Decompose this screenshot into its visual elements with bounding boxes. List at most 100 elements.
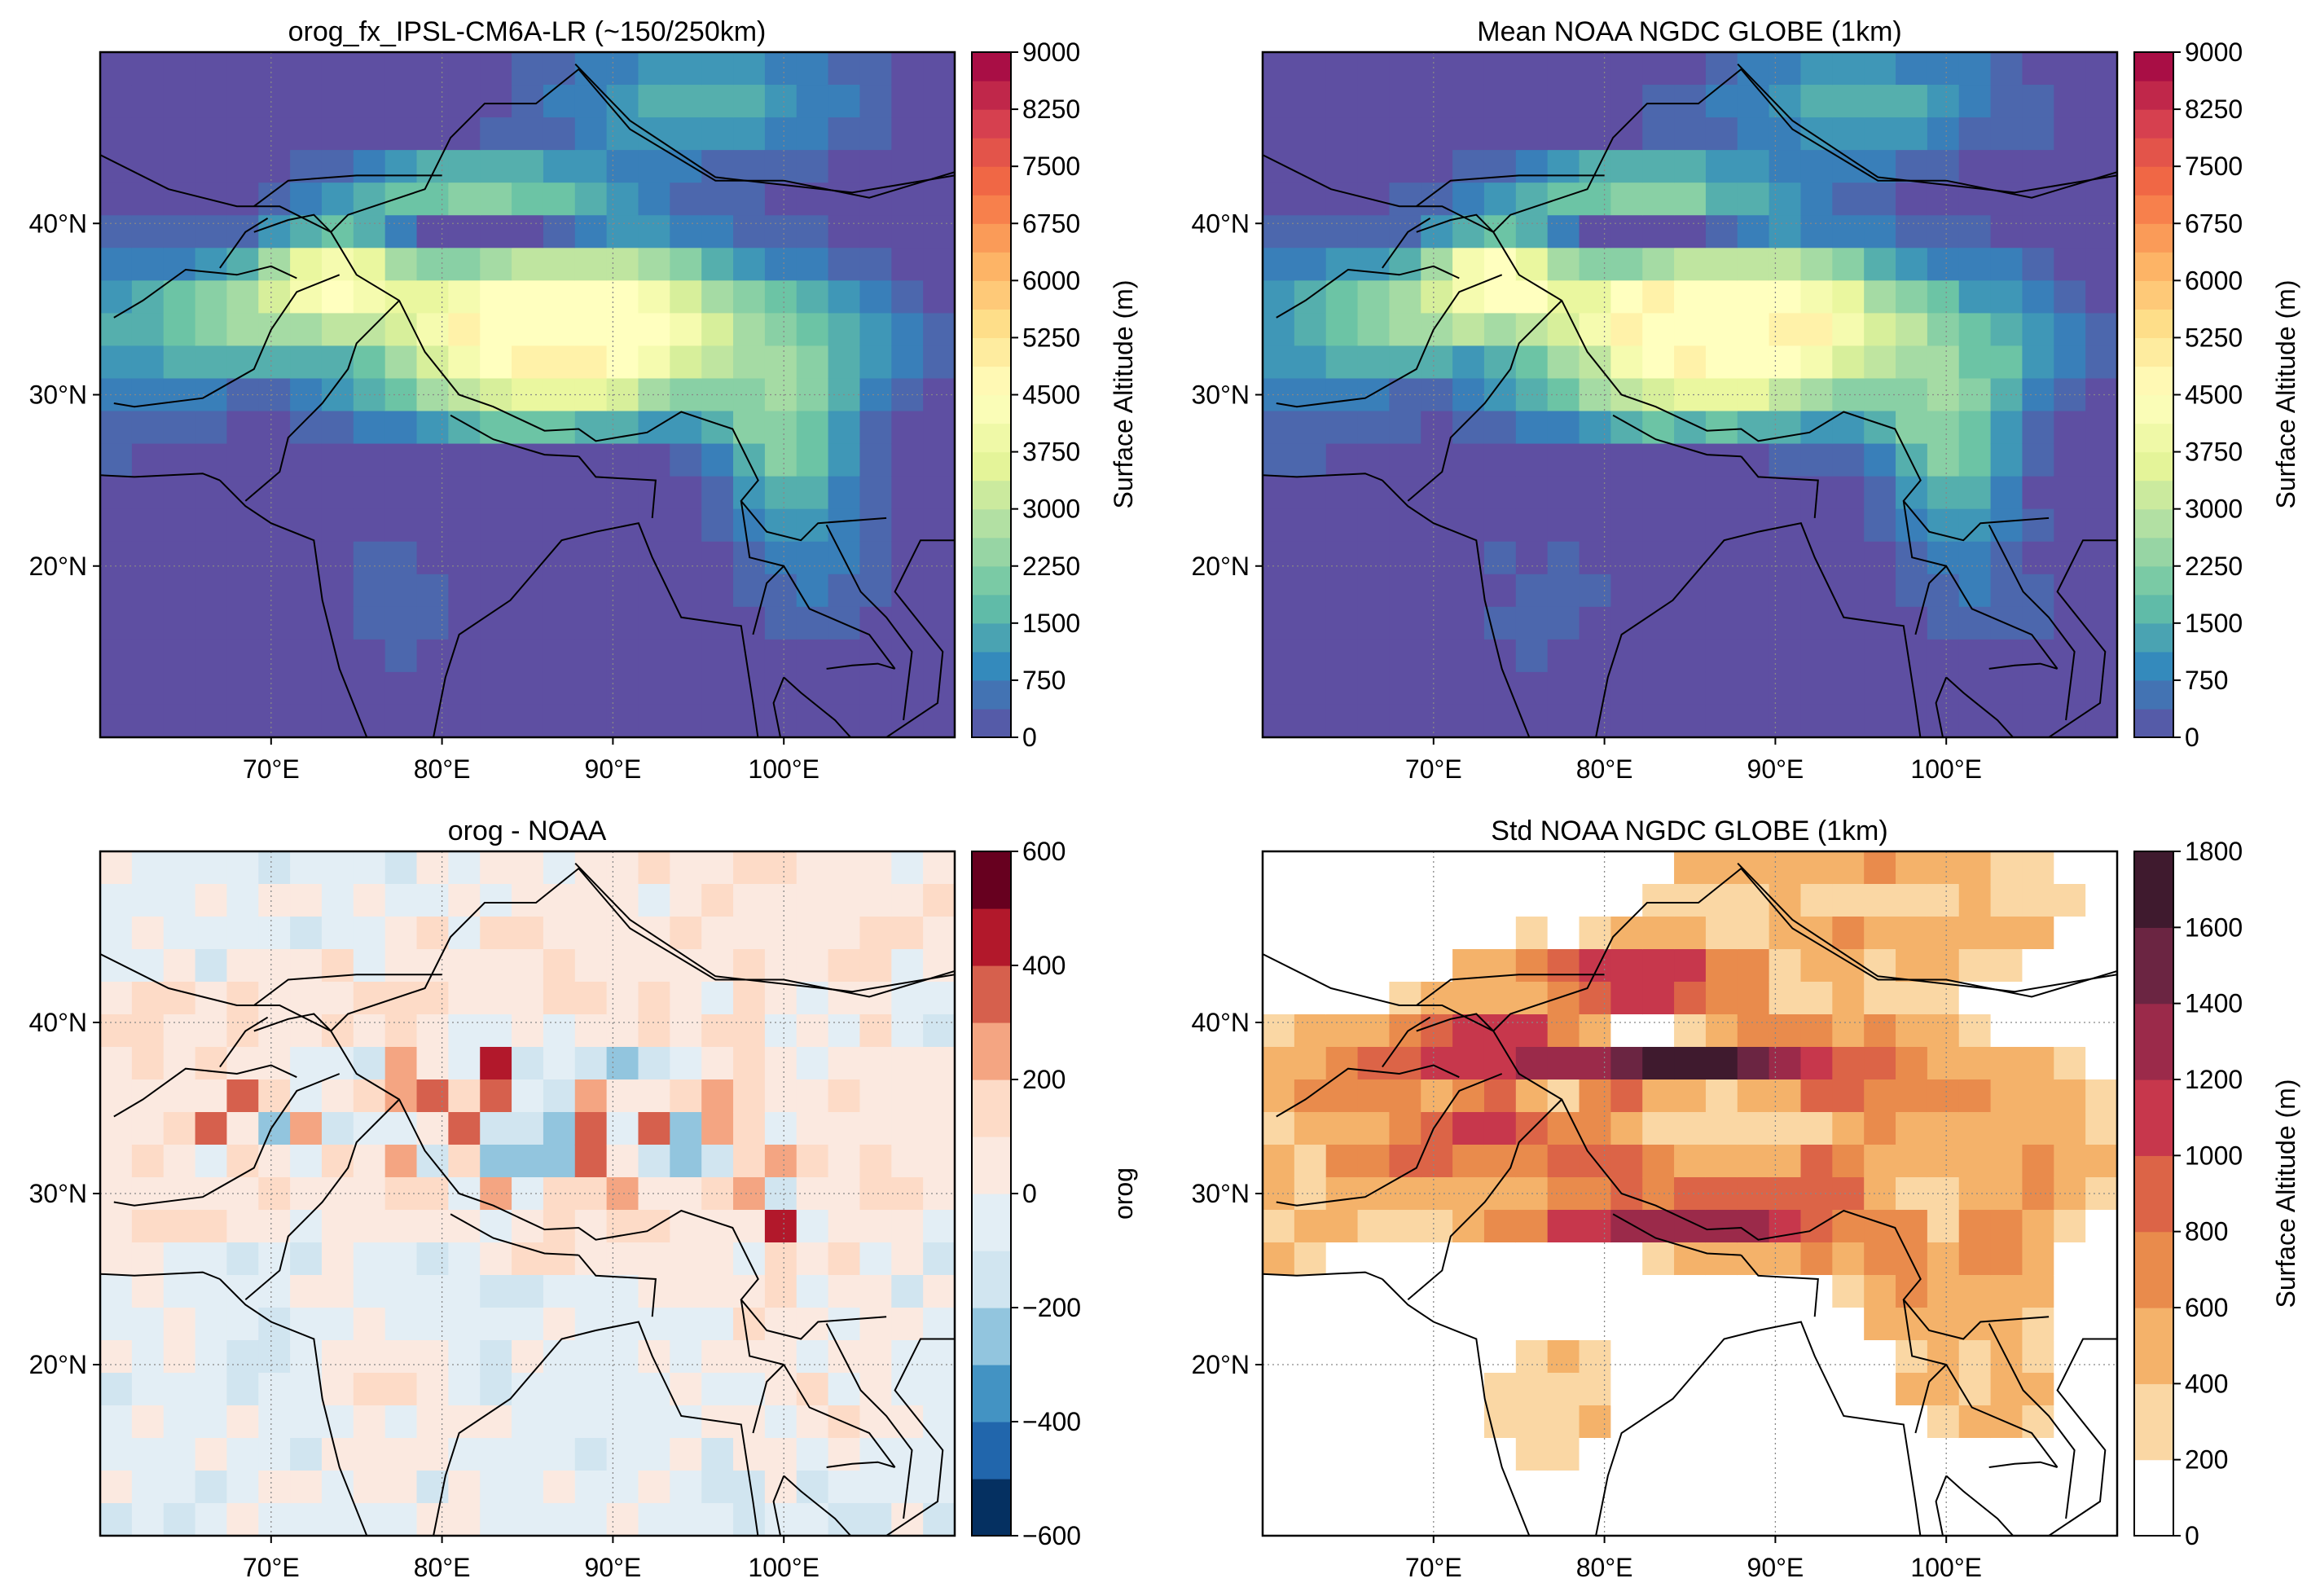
grid-cell [512,1503,544,1536]
grid-cell [163,671,196,706]
grid-cell [764,117,798,151]
grid-cell [670,1242,702,1276]
colorbar-segment [972,594,1011,624]
grid-cell [1325,248,1359,281]
grid-cell [733,280,766,314]
grid-cell [764,1308,798,1341]
grid-cell [1294,85,1327,118]
grid-cell [226,1438,259,1471]
grid-cell [258,917,291,950]
grid-cell [1421,476,1453,510]
grid-cell [606,949,639,983]
grid-cell [1263,1405,1295,1439]
border-line [1407,1098,1562,1300]
grid-cell [1421,1340,1453,1374]
grid-cell [859,1405,892,1439]
grid-cell [448,1275,481,1308]
grid-cell [1705,851,1738,885]
grid-cell [2022,606,2054,640]
grid-cell [1800,1145,1833,1178]
grid-cell [1547,182,1580,216]
grid-cell [1800,52,1833,86]
grid-cell [353,1471,386,1504]
grid-cell [1674,917,1707,950]
grid-cell [1483,851,1517,885]
grid-cell [1800,949,1833,983]
grid-cell [195,378,228,412]
grid-cell [448,52,481,86]
grid-cell [290,476,323,510]
grid-cell [480,1112,512,1145]
grid-cell [543,884,576,917]
colorbar-segment [2134,480,2173,510]
grid-cell [480,411,512,445]
grid-cell [638,215,670,248]
grid-cell [1990,851,2023,885]
grid-cell [100,639,133,673]
grid-cell [1357,1503,1391,1536]
grid-cell [416,1275,449,1308]
grid-cell [480,280,512,314]
grid-cell [321,1340,354,1374]
grid-cell [1483,1112,1517,1145]
grid-cell [384,1210,418,1243]
grid-cell [1674,1079,1707,1113]
grid-cell [891,313,924,347]
grid-cell [1357,508,1391,543]
grid-cell [733,313,766,347]
grid-cell [1294,949,1327,983]
grid-cell [195,1275,228,1308]
grid-cell [701,982,734,1015]
grid-cell [733,1438,766,1471]
grid-cell [1642,182,1675,216]
grid-cell [416,411,449,445]
grid-cell [1927,1405,1960,1439]
grid-cell [1547,443,1580,477]
grid-cell [384,1079,418,1113]
grid-cell [321,917,354,950]
colorbar-segment [2134,651,2173,681]
grid-cell [1958,280,1992,314]
y-axis-ticks: 40°N30°N20°N [1192,1008,1263,1379]
grid-cell [1610,982,1643,1015]
colorbar-tick-label: −200 [1022,1293,1081,1322]
grid-cell [638,1112,670,1145]
grid-cell [891,280,924,314]
grid-cell [543,1438,576,1471]
grid-cell [1579,508,1611,543]
grid-cell [859,150,892,183]
grid-cell [1896,411,1928,445]
grid-cell [1990,1079,2023,1113]
grid-cell [100,574,133,608]
grid-cell [1610,1373,1643,1406]
grid-cell [828,1210,861,1243]
grid-cell [480,1503,512,1536]
grid-cell [796,52,829,86]
grid-cell [796,411,829,445]
colorbar-segment [972,394,1011,424]
grid-cell [1483,541,1517,575]
grid-cell [606,1014,639,1048]
grid-cell [1958,1177,1992,1211]
grid-cell [796,215,829,248]
grid-cell [796,671,829,706]
grid-cell [1769,345,1802,380]
grid-cell [1864,1308,1896,1341]
grid-cell [1642,1145,1675,1178]
grid-cell [2054,280,2086,314]
grid-cell [796,1112,829,1145]
grid-cell [1452,606,1485,640]
grid-cell [1483,280,1517,314]
grid-cell [1990,411,2023,445]
grid-cell [1769,215,1802,248]
grid-cell [2022,1308,2054,1341]
grid-cell [1958,671,1992,706]
grid-cell [859,1047,892,1080]
grid-cell [670,345,702,380]
grid-cell [733,85,766,118]
grid-cell [670,1471,702,1504]
grid-cell [891,248,924,281]
grid-cell [638,508,670,543]
grid-cell [2085,1145,2117,1178]
grid-cell [2054,606,2086,640]
